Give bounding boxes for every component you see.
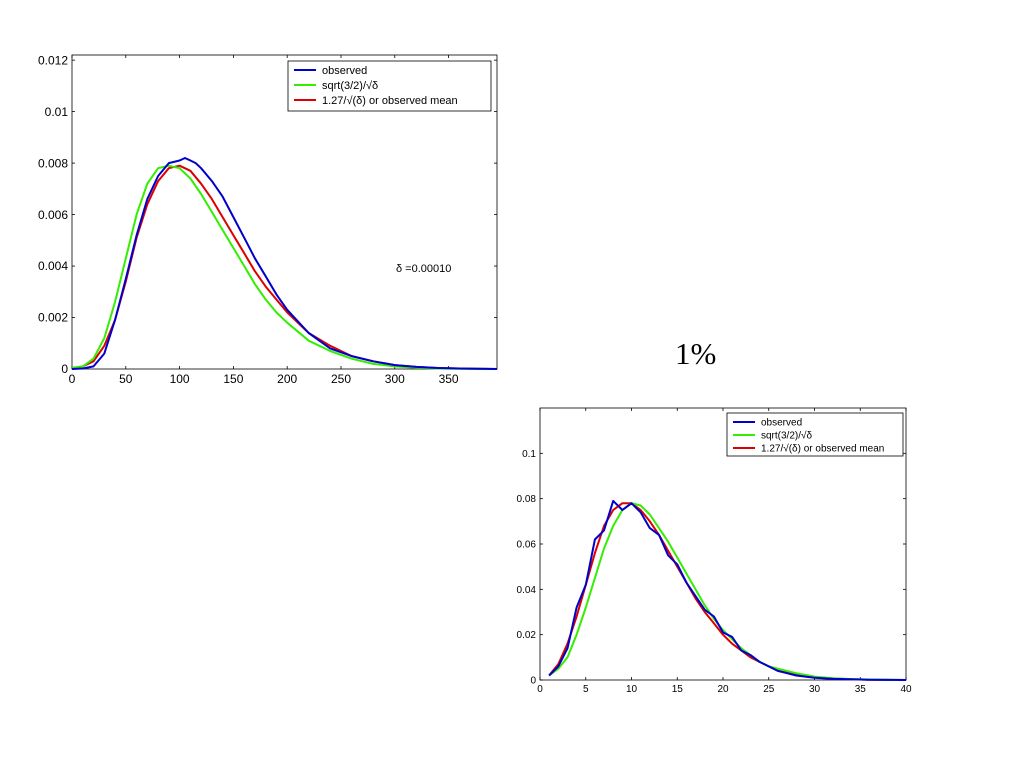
y-tick-label: 0.012 bbox=[38, 53, 68, 67]
legend-label: sqrt(3/2)/√δ bbox=[761, 430, 812, 442]
legend-label: 1.27/√(δ) or observed mean bbox=[761, 443, 884, 455]
series-line-observed bbox=[71, 157, 498, 370]
x-tick-label: 15 bbox=[672, 684, 684, 695]
y-tick-label: 0.02 bbox=[517, 630, 537, 641]
x-tick-label: 100 bbox=[170, 372, 190, 386]
series-line-1-27-or-observed-mean bbox=[548, 502, 907, 681]
y-tick-label: 0.08 bbox=[517, 494, 537, 505]
y-tick-label: 0.1 bbox=[522, 449, 536, 460]
legend-label: sqrt(3/2)/√δ bbox=[322, 80, 378, 92]
series-line-observed bbox=[548, 499, 907, 681]
x-tick-label: 10 bbox=[626, 684, 638, 695]
legend-label: observed bbox=[322, 65, 367, 77]
y-tick-label: 0.004 bbox=[38, 259, 68, 273]
x-tick-label: 200 bbox=[277, 372, 297, 386]
x-tick-label: 30 bbox=[809, 684, 821, 695]
delta-annotation: δ =0.00010 bbox=[396, 263, 451, 275]
x-tick-label: 5 bbox=[583, 684, 589, 695]
legend-label: 1.27/√(δ) or observed mean bbox=[322, 95, 458, 107]
legend-box bbox=[287, 60, 492, 112]
x-tick-label: 350 bbox=[439, 372, 459, 386]
y-tick-label: 0.006 bbox=[38, 208, 68, 222]
chart-1: 0 50 100 150 200 250 300 350 0 0.002 0.004 0.006 0.0… bbox=[38, 53, 498, 386]
y-tick-label: 0.008 bbox=[38, 156, 68, 170]
y-tick-label: 0.002 bbox=[38, 311, 68, 325]
chart-2: 0 5 10 15 20 25 30 35 40 0 0.02 0.04 0.06 0.08 0.1 obse… bbox=[517, 407, 912, 695]
x-tick-label: 0 bbox=[69, 372, 76, 386]
x-tick-label: 0 bbox=[537, 684, 543, 695]
x-tick-label: 40 bbox=[900, 684, 912, 695]
legend-label: observed bbox=[761, 418, 802, 429]
legend-box bbox=[726, 412, 904, 457]
y-tick-label: 0 bbox=[61, 362, 68, 376]
x-tick-label: 50 bbox=[119, 372, 133, 386]
x-tick-label: 300 bbox=[385, 372, 405, 386]
x-tick-label: 35 bbox=[855, 684, 867, 695]
percent-label: 1% bbox=[675, 336, 717, 371]
x-tick-label: 25 bbox=[763, 684, 775, 695]
plot-frame bbox=[71, 54, 498, 370]
series-line-sqrt-3-2- bbox=[548, 502, 907, 681]
x-tick-label: 20 bbox=[717, 684, 729, 695]
y-tick-label: 0 bbox=[530, 676, 536, 687]
y-tick-label: 0.04 bbox=[517, 585, 537, 596]
y-tick-label: 0.01 bbox=[45, 105, 69, 119]
x-tick-label: 250 bbox=[331, 372, 351, 386]
series-line-sqrt-3-2- bbox=[71, 164, 498, 370]
x-tick-label: 150 bbox=[223, 372, 243, 386]
y-tick-label: 0.06 bbox=[517, 540, 537, 551]
